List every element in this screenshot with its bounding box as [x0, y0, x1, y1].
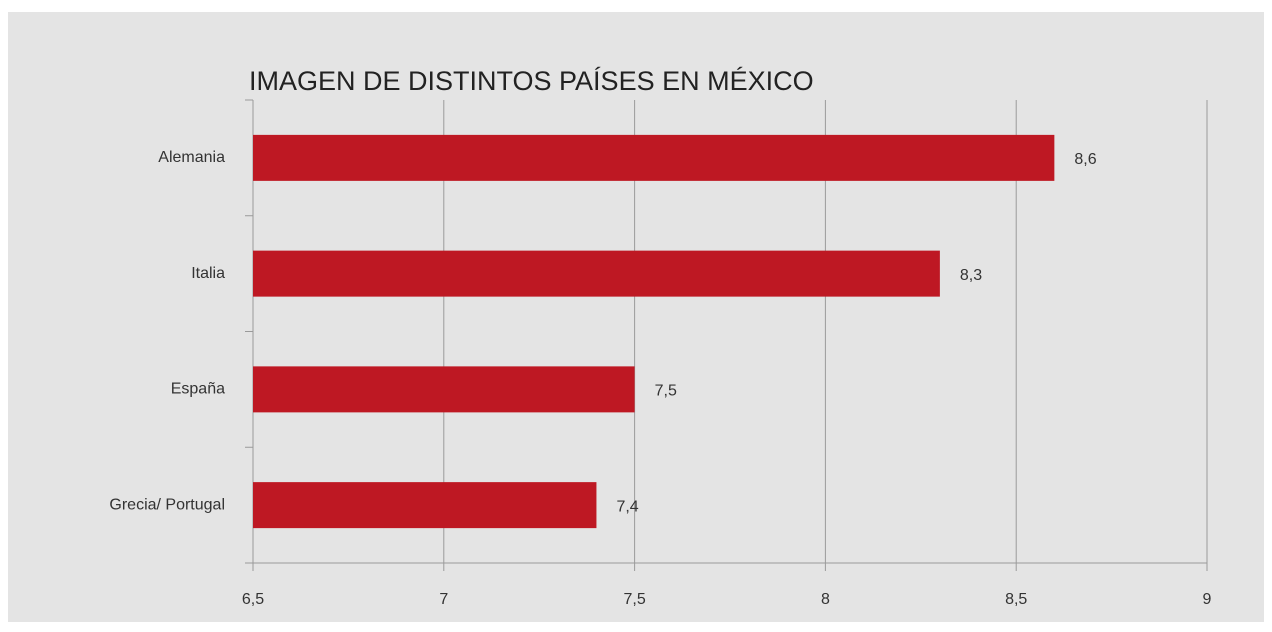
- bar: [253, 134, 1055, 181]
- panel: [8, 12, 1264, 622]
- y-tick-label: Italia: [191, 265, 225, 282]
- data-label: 7,4: [616, 498, 638, 515]
- chart-title: IMAGEN DE DISTINTOS PAÍSES EN MÉXICO: [249, 66, 814, 96]
- data-label: 7,5: [655, 383, 677, 400]
- data-label: 8,6: [1074, 151, 1096, 168]
- x-tick-label: 6,5: [242, 591, 264, 608]
- bar: [253, 482, 597, 529]
- bar: [253, 250, 940, 297]
- x-tick-label: 9: [1203, 591, 1212, 608]
- x-tick-label: 7: [439, 591, 448, 608]
- data-label: 8,3: [960, 267, 982, 284]
- x-tick-label: 7,5: [623, 591, 645, 608]
- y-tick-label: Alemania: [158, 149, 225, 166]
- x-tick-label: 8: [821, 591, 830, 608]
- bar: [253, 366, 635, 413]
- x-tick-label: 8,5: [1005, 591, 1027, 608]
- y-tick-label: España: [171, 381, 225, 398]
- y-tick-label: Grecia/ Portugal: [109, 496, 225, 513]
